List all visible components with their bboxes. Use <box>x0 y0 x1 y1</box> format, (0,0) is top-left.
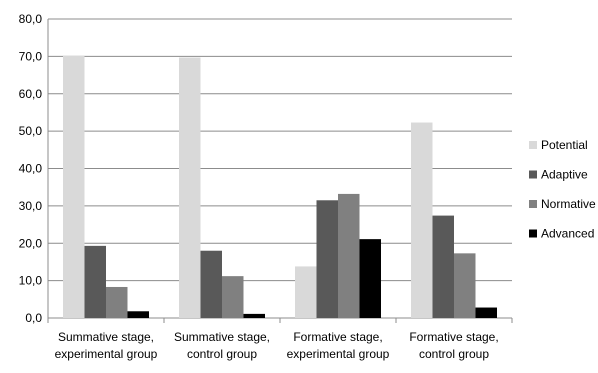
x-category-label: experimental group <box>287 347 390 361</box>
y-tick-label: 20,0 <box>19 236 43 250</box>
x-category-label: Summative stage, <box>174 330 270 344</box>
x-category-label: control group <box>187 347 257 361</box>
legend-swatch-adaptive <box>529 170 537 179</box>
bar-adaptive <box>84 245 106 318</box>
x-category-label: Summative stage, <box>58 330 154 344</box>
y-tick-label: 50,0 <box>19 124 43 138</box>
y-tick-label: 80,0 <box>19 12 43 26</box>
bar-normative <box>454 253 476 318</box>
bar-advanced <box>359 239 381 318</box>
y-tick-label: 30,0 <box>19 199 43 213</box>
y-tick-label: 60,0 <box>19 87 43 101</box>
bar-potential <box>295 266 317 318</box>
bar-potential <box>63 55 85 318</box>
x-category-label: Formative stage, <box>293 330 382 344</box>
y-tick-label: 40,0 <box>19 162 43 176</box>
legend-swatch-normative <box>529 200 537 208</box>
bar-advanced <box>127 311 149 318</box>
legend-label-advanced: Advanced <box>541 227 594 241</box>
y-tick-label: 10,0 <box>19 274 43 288</box>
bar-advanced <box>475 307 497 318</box>
y-tick-label: 70,0 <box>19 49 43 63</box>
legend-swatch-potential <box>529 141 537 149</box>
x-category-label: Formative stage, <box>409 330 498 344</box>
bar-adaptive <box>432 215 454 318</box>
bar-advanced <box>243 313 265 318</box>
y-tick-label: 0,0 <box>25 311 42 325</box>
legend-label-potential: Potential <box>541 138 588 152</box>
bar-normative <box>222 276 244 318</box>
bar-potential <box>179 57 201 319</box>
bar-normative <box>338 193 360 318</box>
legend-label-adaptive: Adaptive <box>541 168 588 182</box>
x-category-label: experimental group <box>55 347 158 361</box>
bar-potential <box>411 122 433 318</box>
bar-adaptive <box>200 250 222 318</box>
bar-normative <box>106 286 128 318</box>
x-category-label: control group <box>419 347 489 361</box>
bar-adaptive <box>316 200 338 318</box>
legend-label-normative: Normative <box>541 197 596 211</box>
legend-swatch-advanced <box>529 229 537 238</box>
